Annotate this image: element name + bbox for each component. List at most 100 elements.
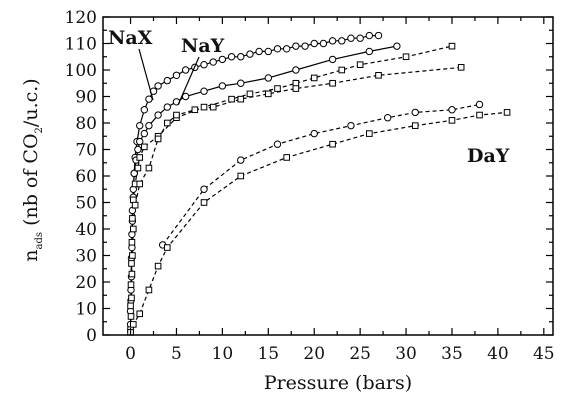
y-tick-label: 90 <box>75 88 97 108</box>
y-tick-label: 0 <box>86 326 97 346</box>
y-tick-label: 70 <box>75 141 97 161</box>
series-3-point <box>128 238 136 246</box>
y-axis-title-n: n <box>20 249 42 261</box>
y-tick-label: 10 <box>75 300 97 320</box>
series-4-point <box>375 72 382 79</box>
series-4-point <box>191 106 199 114</box>
series-6-point <box>283 154 290 161</box>
series-1-point <box>209 58 217 66</box>
series-4-point <box>173 111 180 119</box>
series-2-line <box>130 45 398 312</box>
y-axis-title-part1: (nb of CO <box>20 133 42 232</box>
series-6-point <box>448 117 456 124</box>
series-1-point <box>347 34 355 42</box>
series-6-point <box>154 262 162 270</box>
series-1-point <box>246 50 254 58</box>
series-4-point <box>129 252 136 259</box>
series-6-point <box>237 172 245 180</box>
series-6-point <box>329 140 336 148</box>
plot-area <box>126 31 511 336</box>
series-1-point <box>255 47 263 56</box>
annotation-nax-arrow <box>138 48 154 101</box>
series-4-point <box>292 85 300 92</box>
plot-frame <box>102 16 554 336</box>
series-1-point <box>136 121 144 130</box>
series-3-point <box>127 302 134 310</box>
y-tick-label: 100 <box>65 61 97 81</box>
series-1-point <box>154 82 162 90</box>
series-1-point <box>145 95 153 103</box>
series-3-point <box>127 281 135 288</box>
series-1-point <box>172 71 181 80</box>
series-6-point <box>411 122 419 129</box>
series-1-point <box>301 42 309 50</box>
series-5-point <box>310 129 318 138</box>
series-2-point <box>134 145 142 154</box>
series-2-point <box>218 82 227 90</box>
annotation-nay-arrow <box>177 56 200 106</box>
series-1-point <box>227 53 236 61</box>
y-tick-label: 120 <box>65 8 97 28</box>
y-axis-title-co2-subscript: 2 <box>34 127 45 133</box>
series-1-point <box>237 53 245 61</box>
y-tick-label: 30 <box>75 247 97 267</box>
y-axis-title-ads-subscript: ads <box>34 232 45 250</box>
series-2-point <box>328 55 337 64</box>
series-3-point <box>129 215 136 222</box>
series-6-point <box>163 244 171 251</box>
series-4-point <box>131 201 139 209</box>
series-1-point <box>163 76 171 85</box>
x-tick-label: 0 <box>125 344 136 364</box>
x-tick-label: 25 <box>349 344 371 364</box>
x-tick-label: 5 <box>171 344 182 364</box>
x-tick-label: 40 <box>487 344 509 364</box>
series-1-point <box>292 42 300 50</box>
series-2-point <box>264 74 273 82</box>
series-1-point <box>282 45 291 53</box>
series-3-point <box>130 196 137 204</box>
series-4-point <box>128 294 135 302</box>
annotation-nax: NaX <box>108 27 153 49</box>
x-tick-label: 20 <box>303 344 325 364</box>
y-axis-title: nads (nb of CO2/u.c.) <box>20 78 45 261</box>
series-3-point <box>310 74 318 82</box>
annotation-nay: NaY <box>181 35 225 57</box>
series-4-point <box>329 79 336 87</box>
y-tick-label: 20 <box>75 273 97 293</box>
series-4-point <box>265 90 272 98</box>
series-3-point <box>292 79 300 87</box>
series-6-point <box>366 130 373 137</box>
series-2-point <box>145 121 153 130</box>
y-tick-label: 60 <box>75 167 97 187</box>
series-2-point <box>292 66 300 74</box>
y-tick-label: 80 <box>75 114 97 134</box>
series-1-point <box>319 39 328 48</box>
series-6-point <box>145 286 153 294</box>
series-2-point <box>181 92 190 101</box>
series-5-point <box>383 114 392 122</box>
axes: 0 5 10 15 20 25 30 35 40 45 0 10 20 30 40 50 60 70 80 90 100… <box>65 8 555 364</box>
series-5-point <box>237 156 245 164</box>
series-4-line <box>130 66 462 330</box>
series-1-point <box>140 106 149 114</box>
series-6-point <box>130 321 137 328</box>
series-5-point <box>347 121 355 130</box>
x-tick-label: 10 <box>212 344 234 364</box>
series-2-point <box>140 129 149 138</box>
series-3-point <box>402 53 410 61</box>
series-3-point <box>228 95 235 103</box>
series-3-point <box>128 260 135 267</box>
series-3-line <box>130 45 453 306</box>
x-tick-label: 30 <box>395 344 417 364</box>
series-3-point <box>448 42 456 50</box>
series-4-point <box>457 64 465 71</box>
series-3-point <box>274 85 281 92</box>
series-3-point <box>141 143 148 151</box>
series-2-point <box>237 79 245 87</box>
y-tick-label: 40 <box>75 220 97 240</box>
series-4-point <box>127 313 135 320</box>
series-4-point <box>130 225 137 233</box>
series-1-point <box>365 31 374 40</box>
series-1-point <box>328 37 337 45</box>
